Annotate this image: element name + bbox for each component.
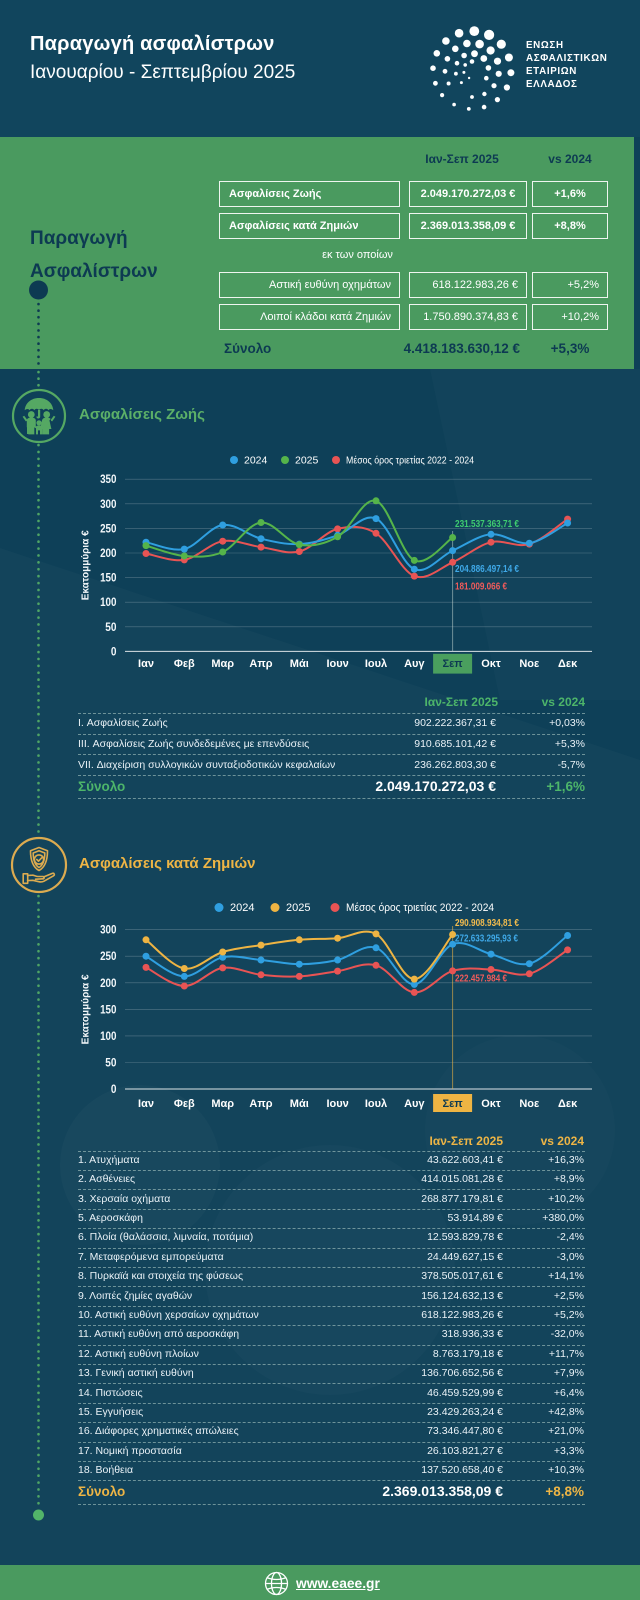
- svg-text:Ιουλ: Ιουλ: [365, 1098, 387, 1110]
- svg-text:Νοε: Νοε: [519, 1098, 540, 1110]
- svg-text:Αυγ: Αυγ: [404, 658, 425, 670]
- svg-text:150: 150: [100, 1002, 117, 1016]
- svg-text:Φεβ: Φεβ: [174, 1098, 195, 1110]
- svg-text:Ιουν: Ιουν: [326, 658, 348, 670]
- svg-text:Μαρ: Μαρ: [211, 658, 234, 670]
- svg-text:Ιαν: Ιαν: [138, 1098, 154, 1110]
- svg-text:Μέσος όρος τριετίας 2022 - 202: Μέσος όρος τριετίας 2022 - 2024: [346, 902, 494, 914]
- svg-text:150: 150: [100, 571, 117, 585]
- svg-text:ΕΤΑΙΡΙΩΝ: ΕΤΑΙΡΙΩΝ: [526, 66, 577, 77]
- svg-text:Αυγ: Αυγ: [404, 1098, 425, 1110]
- svg-text:Φεβ: Φεβ: [174, 658, 195, 670]
- svg-text:Οκτ: Οκτ: [481, 1098, 501, 1110]
- svg-text:Μέσος όρος τριετίας 2022 - 202: Μέσος όρος τριετίας 2022 - 2024: [346, 455, 474, 467]
- svg-text:222.457.984 €: 222.457.984 €: [455, 974, 507, 985]
- svg-text:250: 250: [100, 949, 117, 963]
- svg-text:200: 200: [100, 546, 117, 560]
- svg-text:ΑΣΦΑΛΙΣΤΙΚΩΝ: ΑΣΦΑΛΙΣΤΙΚΩΝ: [526, 53, 607, 64]
- svg-text:290.908.934,81 €: 290.908.934,81 €: [455, 918, 519, 929]
- svg-text:0: 0: [111, 644, 117, 658]
- svg-text:Δεκ: Δεκ: [558, 1098, 578, 1110]
- svg-text:Μαρ: Μαρ: [211, 1098, 234, 1110]
- svg-text:231.537.363,71 €: 231.537.363,71 €: [455, 519, 519, 530]
- svg-text:50: 50: [105, 1056, 116, 1070]
- svg-text:Ιουν: Ιουν: [326, 1098, 348, 1110]
- svg-text:Μάι: Μάι: [290, 658, 309, 670]
- svg-text:272.633.295,93 €: 272.633.295,93 €: [455, 934, 518, 945]
- svg-text:100: 100: [100, 595, 117, 609]
- svg-text:2024: 2024: [230, 902, 254, 914]
- svg-text:50: 50: [105, 620, 116, 634]
- svg-text:Απρ: Απρ: [249, 1098, 272, 1110]
- svg-text:200: 200: [100, 976, 117, 990]
- svg-text:Εκατομμύρια €: Εκατομμύρια €: [81, 974, 92, 1044]
- svg-text:181.009.066 €: 181.009.066 €: [455, 582, 507, 593]
- svg-text:Σεπ: Σεπ: [442, 658, 463, 670]
- svg-text:2024: 2024: [244, 455, 268, 467]
- svg-text:ΕΛΛΑΔΟΣ: ΕΛΛΑΔΟΣ: [526, 79, 578, 90]
- svg-text:204.886.497,14 €: 204.886.497,14 €: [455, 564, 519, 575]
- svg-text:Μάι: Μάι: [290, 1098, 309, 1110]
- svg-text:300: 300: [100, 497, 117, 511]
- svg-text:0: 0: [111, 1082, 117, 1096]
- svg-text:100: 100: [100, 1029, 117, 1043]
- svg-text:Εκατομμύρια €: Εκατομμύρια €: [81, 530, 92, 600]
- svg-text:250: 250: [100, 521, 117, 535]
- svg-text:300: 300: [100, 923, 117, 937]
- svg-text:350: 350: [100, 472, 117, 486]
- svg-text:Ιαν: Ιαν: [138, 658, 154, 670]
- svg-text:Νοε: Νοε: [519, 658, 540, 670]
- svg-text:ΕΝΩΣΗ: ΕΝΩΣΗ: [526, 40, 564, 51]
- svg-text:Δεκ: Δεκ: [558, 658, 578, 670]
- svg-text:Σεπ: Σεπ: [442, 1098, 463, 1110]
- svg-text:Ιουλ: Ιουλ: [365, 658, 387, 670]
- svg-text:Οκτ: Οκτ: [481, 658, 501, 670]
- svg-text:2025: 2025: [286, 902, 310, 914]
- svg-text:2025: 2025: [295, 455, 319, 467]
- svg-text:Απρ: Απρ: [249, 658, 272, 670]
